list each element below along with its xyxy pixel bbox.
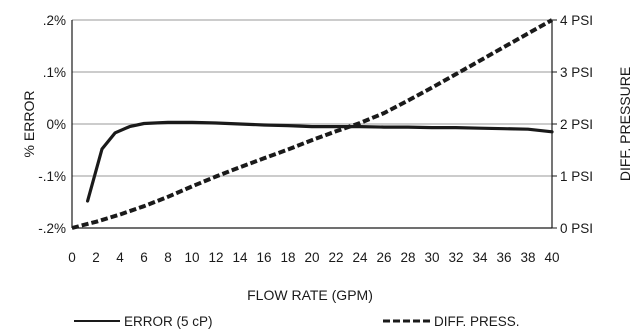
x-tick-label-0: 0 xyxy=(68,250,76,265)
x-tick-label-19: 38 xyxy=(520,250,535,265)
right-y-tick-label-0: 4 PSI xyxy=(560,13,593,28)
x-tick-label-16: 32 xyxy=(448,250,463,265)
x-axis-title: FLOW RATE (GPM) xyxy=(247,287,373,303)
x-tick-label-17: 34 xyxy=(472,250,488,265)
series-line-error-5-cp xyxy=(85,120,554,203)
x-tick-label-8: 16 xyxy=(256,250,271,265)
legend-label-error: ERROR (5 cP) xyxy=(124,314,213,329)
right-y-tick-label-4: 0 PSI xyxy=(560,221,593,236)
legend: ERROR (5 cP) DIFF. PRESS. xyxy=(74,314,520,329)
left-y-axis-title: % ERROR xyxy=(21,91,37,158)
x-tick-label-11: 22 xyxy=(328,250,343,265)
x-tick-label-10: 20 xyxy=(304,250,319,265)
x-tick-label-2: 4 xyxy=(116,250,124,265)
left-y-tick-label-0: .2% xyxy=(43,13,66,28)
x-tick-label-4: 8 xyxy=(164,250,172,265)
right-y-tick-label-3: 1 PSI xyxy=(560,169,593,184)
x-tick-label-20: 40 xyxy=(544,250,559,265)
x-tick-label-15: 30 xyxy=(424,250,439,265)
x-tick-label-18: 36 xyxy=(496,250,511,265)
x-tick-label-5: 10 xyxy=(184,250,199,265)
right-y-tick-label-2: 2 PSI xyxy=(560,117,593,132)
x-tick-label-3: 6 xyxy=(140,250,148,265)
right-y-tick-label-1: 3 PSI xyxy=(560,65,593,80)
legend-label-diff-press: DIFF. PRESS. xyxy=(434,314,520,329)
left-y-tick-label-3: -.1% xyxy=(38,169,66,184)
x-tick-label-7: 14 xyxy=(232,250,248,265)
x-tick-label-6: 12 xyxy=(208,250,223,265)
left-y-tick-label-2: 0% xyxy=(46,117,66,132)
left-y-tick-label-4: -.2% xyxy=(38,221,66,236)
x-tick-label-13: 26 xyxy=(376,250,391,265)
x-tick-label-14: 28 xyxy=(400,250,415,265)
x-tick-label-1: 2 xyxy=(92,250,100,265)
tick-labels: .2% .1% 0% -.1% -.2% 4 PSI 3 PSI 2 PSI 1 PSI 0 PS… xyxy=(38,13,593,265)
plot-series xyxy=(71,18,554,230)
x-tick-label-12: 24 xyxy=(352,250,368,265)
series-line-diff-press xyxy=(71,18,553,230)
left-y-tick-label-1: .1% xyxy=(43,65,66,80)
x-tick-label-9: 18 xyxy=(280,250,295,265)
right-y-axis-title: DIFF. PRESSURE xyxy=(617,67,633,181)
